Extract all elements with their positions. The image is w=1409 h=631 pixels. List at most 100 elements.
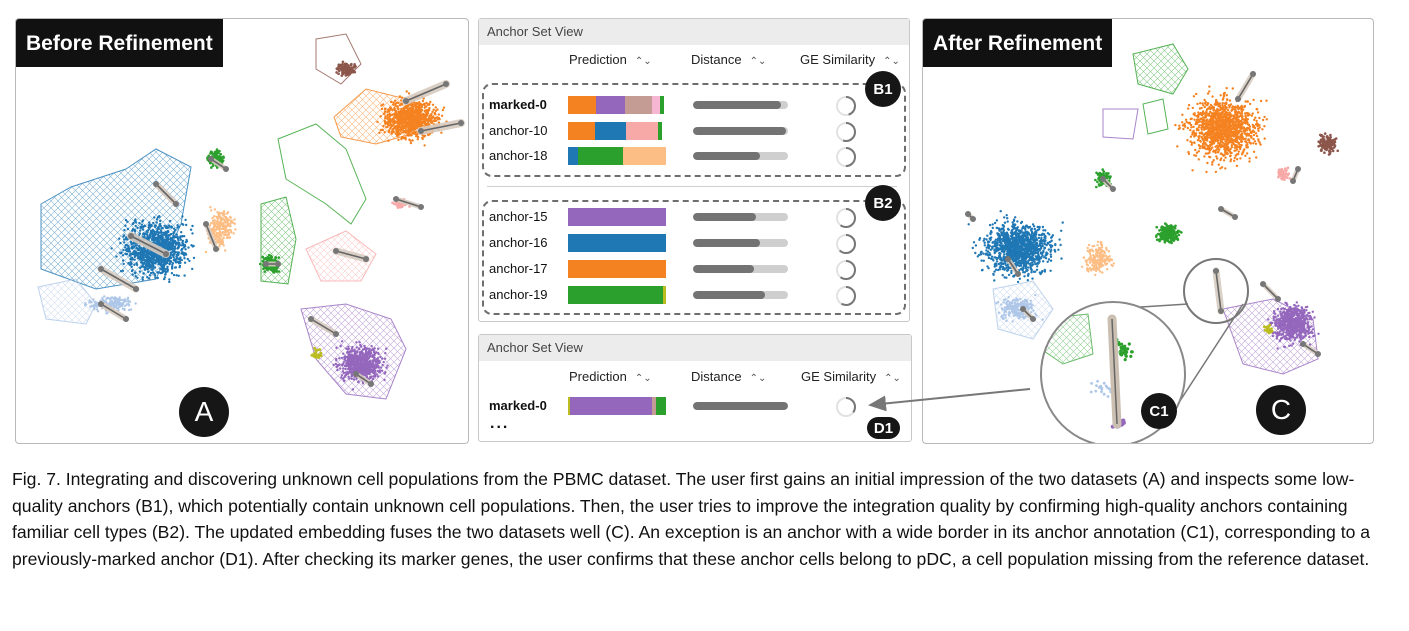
distance-bar: [693, 101, 788, 109]
distance-bar: [693, 239, 788, 247]
distance-fill: [693, 213, 756, 221]
anchor-row[interactable]: anchor-15: [489, 208, 889, 228]
prediction-column-header[interactable]: Prediction ⌃⌄: [569, 369, 652, 384]
prediction-bar: [568, 208, 666, 226]
anchor-set-view-bottom: Anchor Set View Prediction ⌃⌄ Distance ⌃⌄ …: [478, 334, 912, 442]
cell-cluster: [1081, 240, 1115, 277]
anchor-name: marked-0: [489, 97, 547, 112]
prediction-segment: [568, 122, 596, 140]
cell-cluster: [332, 340, 389, 391]
after-refinement-title: After Refinement: [923, 19, 1113, 67]
prediction-column-header[interactable]: Prediction ⌃⌄: [569, 52, 652, 67]
after-refinement-panel: After Refinement C1 C: [922, 18, 1374, 444]
prediction-bar: [568, 96, 666, 114]
anchor-group-b1: [482, 83, 906, 177]
cell-cluster: [1262, 323, 1274, 335]
anchor-link: [332, 247, 370, 263]
sort-icon[interactable]: ⌃⌄: [883, 56, 900, 67]
zoom-connector: [1177, 303, 1244, 405]
after-embedding-scatter: [965, 43, 1339, 443]
distance-fill: [693, 152, 760, 160]
anchor-region-outline: [305, 230, 377, 282]
sort-icon[interactable]: ⌃⌄: [634, 373, 652, 384]
anchor-link: [263, 261, 281, 267]
anchor-set-view-top: Anchor Set View Prediction ⌃⌄ Distance ⌃⌄ …: [478, 18, 910, 322]
anchor-link: [97, 265, 140, 293]
anchor-name: marked-0: [489, 398, 547, 413]
sort-icon[interactable]: ⌃⌄: [884, 373, 901, 384]
anchor-link: [153, 181, 179, 207]
anchor-row[interactable]: anchor-16: [489, 234, 889, 254]
ge-similarity-ring: [834, 206, 858, 235]
distance-fill: [693, 291, 766, 299]
sort-icon[interactable]: ⌃⌄: [749, 56, 767, 67]
anchor-row[interactable]: anchor-10: [489, 122, 889, 142]
prediction-segment: [577, 147, 623, 165]
anchor-name: anchor-19: [489, 287, 548, 302]
cell-cluster: [310, 346, 323, 359]
anchor-link: [353, 371, 374, 387]
prediction-bar: [568, 286, 666, 304]
distance-fill: [693, 239, 760, 247]
anchor-name: anchor-18: [489, 148, 548, 163]
anchor-link: [417, 119, 465, 135]
distance-fill: [693, 101, 782, 109]
prediction-segment: [624, 96, 653, 114]
anchor-link: [1235, 71, 1256, 102]
group-b1-badge: B1: [865, 71, 901, 107]
cell-cluster: [335, 60, 357, 77]
anchor-region-outline: [1142, 98, 1169, 135]
anchor-link: [308, 316, 339, 337]
prediction-segment: [663, 286, 666, 304]
before-refinement-title: Before Refinement: [16, 19, 223, 67]
ge-similarity-ring: [834, 120, 858, 149]
cell-cluster: [1277, 166, 1292, 181]
prediction-bar: [568, 260, 666, 278]
anchor-name: anchor-17: [489, 261, 548, 276]
anchor-row[interactable]: anchor-19: [489, 286, 889, 306]
ge-similarity-column-header[interactable]: GE Similarity ⌃⌄: [800, 52, 900, 67]
anchor-row[interactable]: marked-0: [489, 397, 889, 417]
prediction-segment: [625, 122, 659, 140]
prediction-bar: [568, 122, 666, 140]
ge-similarity-column-header[interactable]: GE Similarity ⌃⌄: [801, 369, 901, 384]
zoom-inset-border: [1040, 301, 1186, 443]
prediction-segment: [595, 122, 626, 140]
prediction-segment: [568, 260, 666, 278]
prediction-segment: [658, 122, 663, 140]
sort-icon[interactable]: ⌃⌄: [749, 373, 767, 384]
anchor-link: [208, 156, 229, 172]
prediction-segment: [652, 96, 661, 114]
anchor-link: [1005, 256, 1021, 277]
distance-column-header[interactable]: Distance ⌃⌄: [691, 52, 767, 67]
figure-caption: Fig. 7. Integrating and discovering unkn…: [12, 469, 1371, 569]
anchor-link: [1218, 206, 1238, 220]
prediction-segment: [568, 286, 664, 304]
prediction-segment: [568, 96, 597, 114]
distance-bar: [693, 265, 788, 273]
zoom-source-circle: [1183, 258, 1249, 324]
prediction-segment: [569, 397, 653, 415]
distance-fill: [693, 127, 787, 135]
anchor-row[interactable]: marked-0: [489, 96, 889, 116]
anchor-row[interactable]: anchor-18: [489, 147, 889, 167]
distance-bar: [693, 291, 788, 299]
ge-similarity-ring: [834, 284, 858, 313]
prediction-bar: [568, 234, 666, 252]
prediction-segment: [622, 147, 666, 165]
more-rows-ellipsis: ...: [490, 415, 510, 432]
anchor-region-outline: [37, 278, 97, 325]
inset-c1-badge: C1: [1141, 393, 1177, 429]
group-b2-badge: B2: [865, 185, 901, 221]
anchor-row[interactable]: anchor-17: [489, 260, 889, 280]
anchor-group-b2: [482, 200, 906, 315]
distance-bar: [693, 152, 788, 160]
ge-similarity-ring: [834, 232, 858, 261]
arrow-line: [868, 388, 1031, 412]
distance-column-header[interactable]: Distance ⌃⌄: [691, 369, 767, 384]
sort-icon[interactable]: ⌃⌄: [634, 56, 652, 67]
anchor-name: anchor-16: [489, 235, 548, 250]
cell-cluster: [1174, 85, 1268, 174]
ge-similarity-ring: [834, 94, 858, 123]
